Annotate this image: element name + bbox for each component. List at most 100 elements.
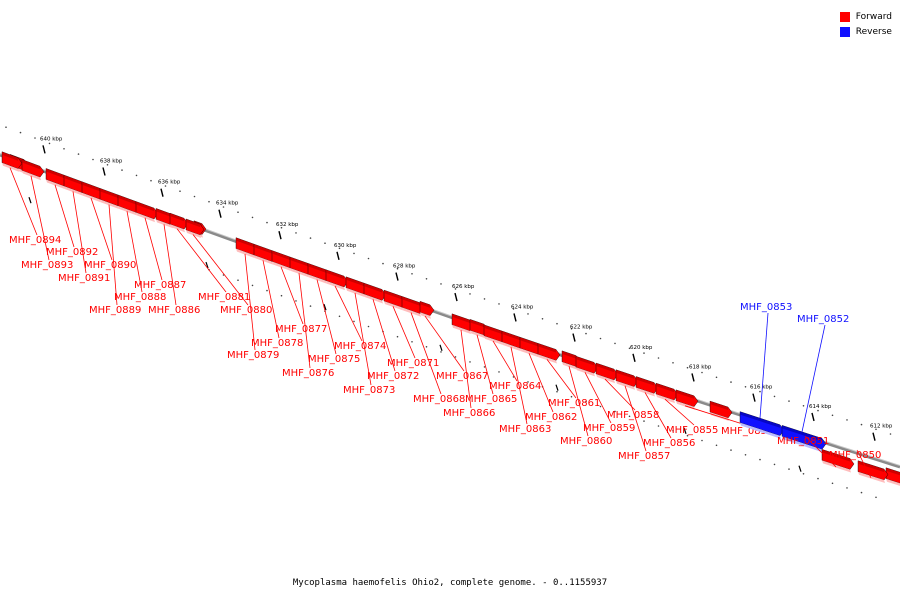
gene-label: MHF_0888 (114, 292, 166, 303)
kbp-tick-label: 638 kbp (100, 159, 123, 165)
gene-label: MHF_0872 (367, 371, 419, 382)
gene-label: MHF_0860 (560, 436, 612, 447)
kbp-tick (632, 353, 636, 362)
gene-mhf-0880-shade (186, 229, 201, 239)
gene-mhf-0878-shade (254, 255, 273, 265)
scale-dot-lower (295, 300, 297, 302)
gene-mhf-0892-top (46, 168, 64, 179)
scale-dot-lower (614, 410, 616, 413)
gene-mhf-0880 (185, 218, 205, 239)
gene-mhf-0850 (857, 460, 889, 484)
gene-mhf-0867-shade (420, 312, 431, 319)
gene-label: MHF_0866 (443, 408, 495, 419)
gene-mhf-0853 (739, 411, 785, 439)
kbp-tick-label: 622 kbp (570, 325, 593, 331)
gene-mhf-0877-shade (272, 261, 291, 271)
scale-dot (875, 428, 877, 431)
scale-dot-lower (353, 320, 355, 323)
gene-mhf-0856-shade (636, 387, 655, 397)
gene-mhf-0852 (781, 425, 827, 453)
gene-connector (410, 312, 442, 395)
gene-connector (30, 175, 50, 261)
gene-mhf-0850-top (858, 460, 884, 473)
scale-dot (179, 190, 181, 192)
scale-dot (454, 288, 457, 290)
gene-connector (604, 378, 636, 411)
kbp-tick-lower (555, 384, 559, 391)
gene-mhf-0887-shade (136, 212, 155, 223)
scale-dot (512, 308, 515, 310)
scale-dot (860, 423, 863, 426)
gene-mhf-0867 (419, 301, 435, 319)
gene-label: MHF_0871 (387, 358, 439, 369)
scale-dot-lower (628, 415, 631, 418)
gene-label: MHF_0865 (465, 394, 517, 405)
gene-mhf-0856-top (636, 376, 654, 386)
gene-label: MHF_0854 (721, 426, 773, 437)
scale-dot-lower (831, 482, 834, 485)
gene-mhf-0868 (401, 296, 425, 317)
kbp-tick (278, 231, 282, 240)
kbp-tick (160, 188, 164, 197)
scale-dot (759, 390, 761, 393)
gene-connector (492, 340, 518, 382)
scale-dot-lower (454, 356, 457, 358)
gene-label: MHF_0891 (58, 273, 110, 284)
gene-mhf-0878-top (254, 244, 272, 254)
gene-label: MHF_0889 (89, 305, 141, 316)
scale-dot (773, 395, 776, 398)
scale-dot-lower (802, 473, 805, 475)
gene-label: MHF_0862 (525, 412, 577, 423)
kbp-tick (454, 292, 458, 302)
kbp-tick (513, 313, 517, 322)
scale-dot-lower (396, 335, 399, 338)
scale-dot (440, 283, 442, 285)
scale-dot-lower (570, 395, 573, 398)
gene-connector (244, 253, 256, 351)
gene-mhf-0875-top (308, 263, 326, 273)
gene-mhf-0872-shade (364, 294, 383, 304)
gene-mhf-0865-top (470, 319, 484, 328)
gene-label: MHF_0867 (436, 371, 488, 382)
scale-dot (831, 414, 834, 417)
scale-dot (599, 337, 602, 340)
gene-label: MHF_0864 (489, 381, 541, 392)
gene-mhf-0894-shade (2, 162, 19, 172)
gene-connector (664, 398, 695, 426)
scale-dot-lower (657, 425, 660, 427)
gene-mhf-0889-top (100, 188, 118, 198)
gene-mhf-0873-shade (346, 287, 365, 298)
gene-connector (262, 260, 280, 339)
scale-dot (5, 126, 7, 128)
scale-dot-lower (730, 449, 732, 451)
scale-dot (237, 211, 239, 213)
scale-dot (628, 347, 631, 350)
gene-mhf-0858-top (596, 363, 614, 373)
gene-mhf-0881 (169, 212, 189, 233)
gene-mhf-0871-shade (384, 301, 403, 311)
scale-dot (411, 273, 413, 275)
gene-connector (316, 279, 337, 355)
scale-dot (208, 200, 210, 203)
gene-mhf-0860-top (562, 350, 576, 359)
gene-mhf-0855-top (656, 383, 674, 393)
gene-mhf-0866 (451, 313, 475, 335)
gene-mhf-0863-shade (502, 342, 521, 352)
scale-dot-lower (585, 400, 587, 403)
gene-mhf-0871-top (384, 290, 402, 300)
gene-label: MHF_0878 (251, 338, 303, 349)
legend-forward: Forward (839, 9, 892, 24)
kbp-tick (752, 393, 756, 402)
gene-label: MHF_0875 (308, 354, 360, 365)
gene-label: MHF_0886 (148, 305, 200, 316)
scale-dot-lower (875, 496, 877, 499)
scale-dot (77, 153, 80, 155)
gene-label: MHF_0890 (84, 260, 136, 271)
gene-mhf-0893-top (22, 159, 40, 170)
gene-mhf-0889-shade (100, 199, 119, 209)
scale-dot (570, 327, 573, 330)
scale-dot (788, 400, 790, 402)
gene-label: MHF_0850 (829, 450, 881, 461)
legend: Forward Reverse (839, 9, 892, 39)
scale-dot (541, 318, 544, 320)
